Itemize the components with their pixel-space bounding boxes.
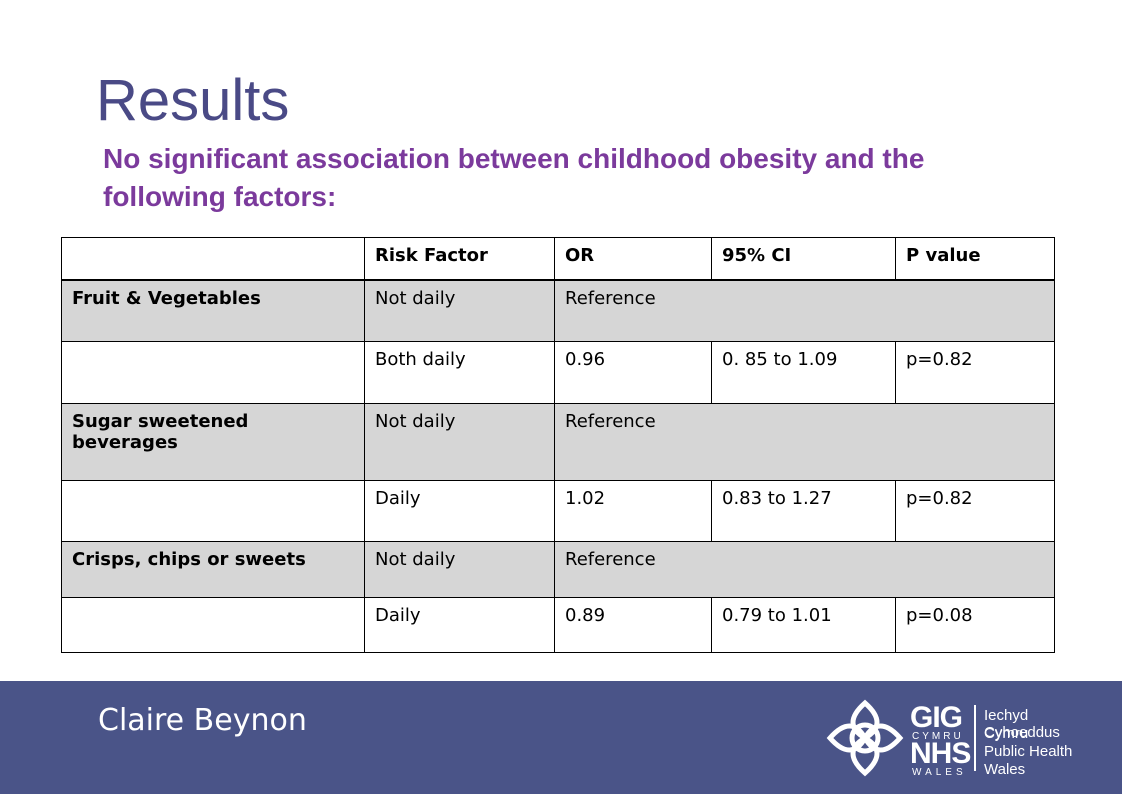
or-cell: 0.89: [554, 597, 712, 653]
public-health-wales-logo: GIG CYMRU NHS WALES Iechyd Cyhoeddus Cym…: [826, 699, 1096, 778]
author-name: Claire Beynon: [98, 703, 307, 738]
or-cell: 0.96: [554, 341, 712, 404]
factor-cell: [61, 341, 365, 404]
celtic-knot-icon: [826, 699, 904, 777]
header-cell-ci: 95% CI: [711, 237, 896, 281]
header-cell-or: OR: [554, 237, 712, 281]
factor-cell: [61, 480, 365, 542]
factor-cell: Crisps, chips or sweets: [61, 541, 365, 598]
level-cell: Both daily: [364, 341, 555, 404]
or-cell: Reference: [554, 279, 1055, 342]
table-row: Crisps, chips or sweets Not daily Refere…: [61, 541, 1055, 598]
level-cell: Not daily: [364, 279, 555, 342]
slide-title: Results: [96, 68, 290, 133]
level-cell: Daily: [364, 480, 555, 542]
ci-cell: 0.79 to 1.01: [711, 597, 896, 653]
p-value-cell: p=0.82: [895, 341, 1055, 404]
p-value-cell: p=0.82: [895, 480, 1055, 542]
or-cell: Reference: [554, 541, 1055, 598]
factor-cell: Sugar sweetened beverages: [61, 403, 365, 481]
level-cell: Daily: [364, 597, 555, 653]
table-row: Fruit & Vegetables Not daily Reference: [61, 279, 1055, 342]
table-header-row: Risk Factor OR 95% CI P value: [61, 237, 1055, 281]
level-cell: Not daily: [364, 403, 555, 481]
or-cell: 1.02: [554, 480, 712, 542]
footer-band: Claire Beynon GIG CYMRU NHS WALES Iechyd…: [0, 681, 1122, 794]
logo-org-welsh-line2: Cymru: [984, 725, 1029, 742]
logo-wales: WALES: [912, 767, 967, 778]
logo-cymru: CYMRU: [912, 731, 964, 742]
logo-org-english-line2: Wales: [984, 761, 1026, 778]
logo-org-welsh-line1: Iechyd Cyhoeddus: [984, 707, 1060, 741]
ci-cell: 0.83 to 1.27: [711, 480, 896, 542]
logo-divider: [974, 705, 976, 771]
ci-cell: 0. 85 to 1.09: [711, 341, 896, 404]
table-row: Daily 0.89 0.79 to 1.01 p=0.08: [61, 597, 1055, 653]
table-row: Daily 1.02 0.83 to 1.27 p=0.82: [61, 480, 1055, 542]
logo-org-english-line1: Public Health: [984, 743, 1073, 760]
logo-nhs: NHS: [910, 737, 971, 770]
header-cell-p-value: P value: [895, 237, 1055, 281]
results-table: Risk Factor OR 95% CI P value Fruit & Ve…: [61, 237, 1055, 653]
p-value-cell: p=0.08: [895, 597, 1055, 653]
header-cell-risk-factor: Risk Factor: [364, 237, 555, 281]
level-cell: Not daily: [364, 541, 555, 598]
factor-cell: [61, 597, 365, 653]
or-cell: Reference: [554, 403, 1055, 481]
slide-subtitle: No significant association between child…: [103, 143, 925, 212]
factor-cell: Fruit & Vegetables: [61, 279, 365, 342]
header-cell-blank: [61, 237, 365, 281]
table-row: Sugar sweetened beverages Not daily Refe…: [61, 403, 1055, 481]
table-row: Both daily 0.96 0. 85 to 1.09 p=0.82: [61, 341, 1055, 404]
logo-gig: GIG: [910, 701, 963, 734]
